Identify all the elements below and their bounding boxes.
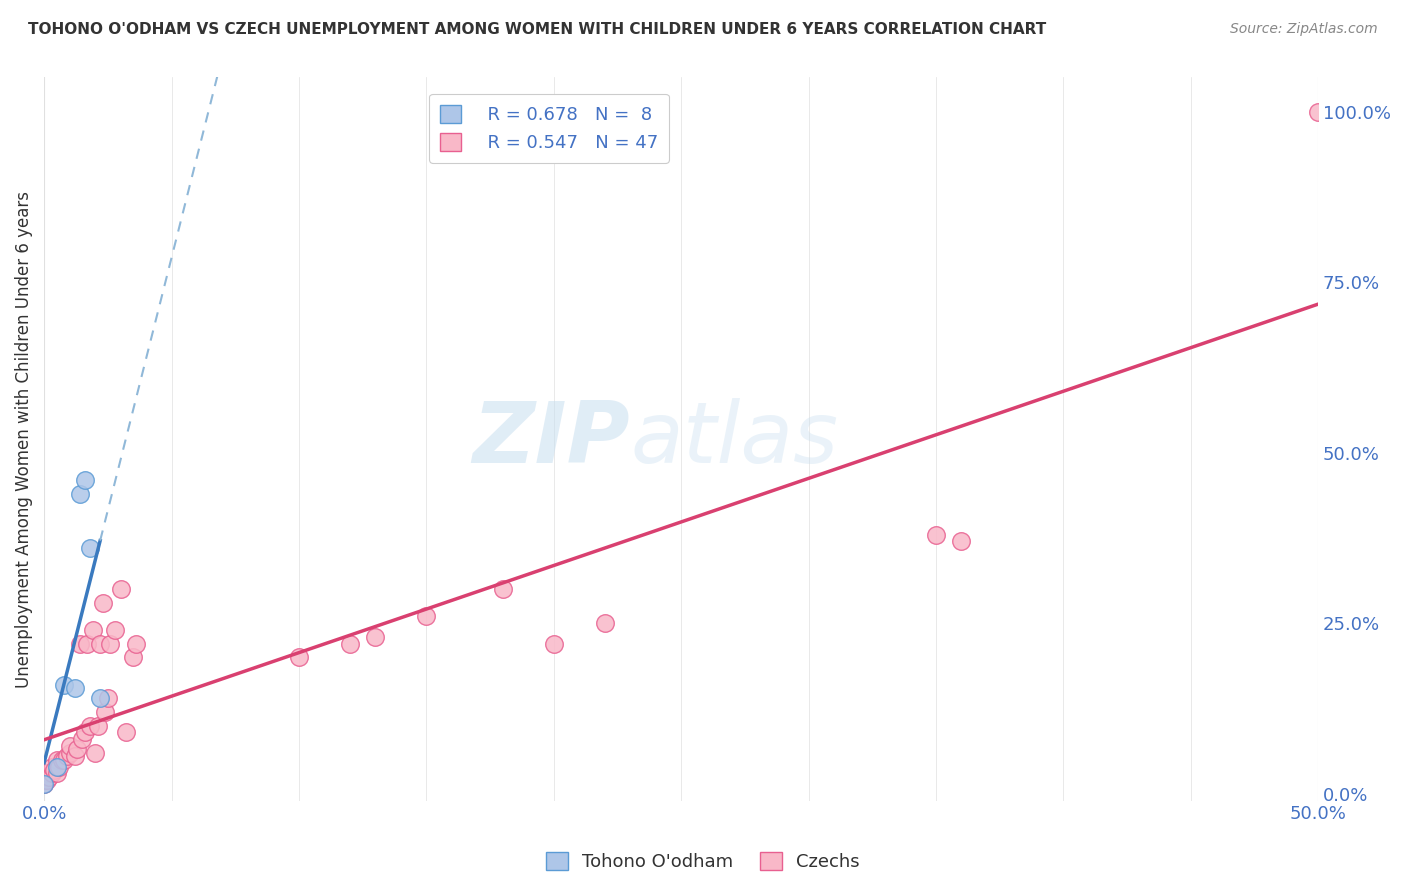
Point <box>89 691 111 706</box>
Point <box>364 630 387 644</box>
Point <box>48 759 70 773</box>
Point <box>69 637 91 651</box>
Point <box>53 753 76 767</box>
Text: ZIP: ZIP <box>472 398 630 481</box>
Point <box>110 582 132 596</box>
Text: Source: ZipAtlas.com: Source: ZipAtlas.com <box>1230 22 1378 37</box>
Point <box>44 763 66 777</box>
Point <box>69 486 91 500</box>
Point <box>72 732 94 747</box>
Point <box>288 650 311 665</box>
Point <box>925 527 948 541</box>
Point <box>122 650 145 665</box>
Point <box>58 746 80 760</box>
Point <box>415 609 437 624</box>
Text: atlas: atlas <box>630 398 838 481</box>
Point <box>82 623 104 637</box>
Point <box>79 541 101 556</box>
Point <box>35 766 58 780</box>
Text: TOHONO O'ODHAM VS CZECH UNEMPLOYMENT AMONG WOMEN WITH CHILDREN UNDER 6 YEARS COR: TOHONO O'ODHAM VS CZECH UNEMPLOYMENT AMO… <box>28 22 1046 37</box>
Point <box>63 749 86 764</box>
Point <box>84 746 107 760</box>
Point <box>73 473 96 487</box>
Point <box>86 718 108 732</box>
Point <box>51 753 73 767</box>
Point <box>45 759 67 773</box>
Point <box>104 623 127 637</box>
Point <box>41 766 63 780</box>
Point <box>32 776 55 790</box>
Point <box>950 534 973 549</box>
Point <box>543 637 565 651</box>
Point <box>45 766 67 780</box>
Point <box>45 753 67 767</box>
Point <box>63 681 86 695</box>
Point <box>73 725 96 739</box>
Legend:   R = 0.678   N =  8,   R = 0.547   N = 47: R = 0.678 N = 8, R = 0.547 N = 47 <box>429 94 669 163</box>
Legend: Tohono O'odham, Czechs: Tohono O'odham, Czechs <box>538 845 868 879</box>
Point <box>114 725 136 739</box>
Point <box>41 759 63 773</box>
Point <box>32 770 55 784</box>
Point <box>76 637 98 651</box>
Point <box>97 691 120 706</box>
Point <box>98 637 121 651</box>
Point <box>91 596 114 610</box>
Point <box>32 773 55 788</box>
Point <box>79 718 101 732</box>
Point <box>66 742 89 756</box>
Point <box>58 739 80 753</box>
Point <box>125 637 148 651</box>
Point <box>593 616 616 631</box>
Point <box>35 773 58 788</box>
Point <box>89 637 111 651</box>
Point <box>32 776 55 790</box>
Point <box>1308 104 1330 119</box>
Y-axis label: Unemployment Among Women with Children Under 6 years: Unemployment Among Women with Children U… <box>15 191 32 688</box>
Point <box>94 705 117 719</box>
Point <box>339 637 361 651</box>
Point <box>38 770 60 784</box>
Point <box>53 678 76 692</box>
Point <box>56 749 79 764</box>
Point <box>492 582 515 596</box>
